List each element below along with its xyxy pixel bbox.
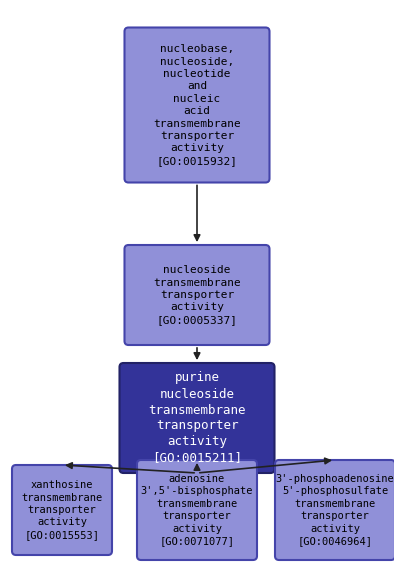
Text: 3'-phosphoadenosine
5'-phosphosulfate
transmembrane
transporter
activity
[GO:004: 3'-phosphoadenosine 5'-phosphosulfate tr… xyxy=(276,474,394,546)
Text: adenosine
3',5'-bisphosphate
transmembrane
transporter
activity
[GO:0071077]: adenosine 3',5'-bisphosphate transmembra… xyxy=(141,474,253,546)
FancyBboxPatch shape xyxy=(125,27,269,182)
Text: nucleoside
transmembrane
transporter
activity
[GO:0005337]: nucleoside transmembrane transporter act… xyxy=(153,265,241,325)
FancyBboxPatch shape xyxy=(125,245,269,345)
FancyBboxPatch shape xyxy=(119,363,275,473)
Text: xanthosine
transmembrane
transporter
activity
[GO:0015553]: xanthosine transmembrane transporter act… xyxy=(21,480,102,540)
Text: purine
nucleoside
transmembrane
transporter
activity
[GO:0015211]: purine nucleoside transmembrane transpor… xyxy=(148,371,246,465)
FancyBboxPatch shape xyxy=(275,460,394,560)
Text: nucleobase,
nucleoside,
nucleotide
and
nucleic
acid
transmembrane
transporter
ac: nucleobase, nucleoside, nucleotide and n… xyxy=(153,44,241,166)
FancyBboxPatch shape xyxy=(137,460,257,560)
FancyBboxPatch shape xyxy=(12,465,112,555)
